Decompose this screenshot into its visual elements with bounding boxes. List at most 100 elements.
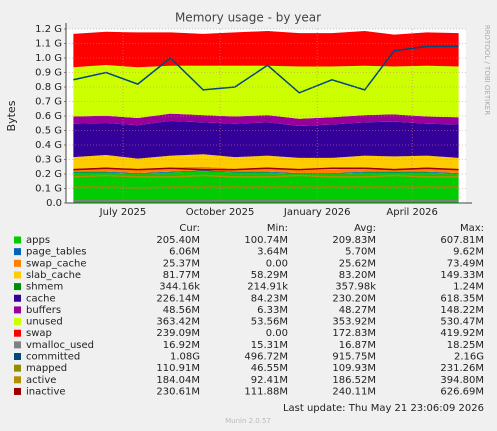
stats-header: Avg:: [354, 223, 376, 234]
legend-stat: 230.20M: [332, 293, 376, 304]
legend-swatch: [14, 387, 21, 395]
legend-stat: 25.37M: [163, 258, 200, 269]
legend-stat: 1.08G: [170, 352, 200, 363]
legend-stat: 48.56M: [163, 305, 200, 316]
legend-stat: 100.74M: [244, 235, 288, 246]
y-tick-label: 0.6 G: [35, 111, 62, 122]
legend-stat: 81.77M: [163, 270, 200, 281]
legend-stat: 1.24M: [453, 282, 484, 293]
legend-stat: 46.55M: [251, 363, 288, 374]
y-tick-label: 0.3 G: [35, 155, 62, 166]
legend-stat: 186.52M: [332, 375, 376, 386]
legend-stat: 239.09M: [156, 328, 200, 339]
y-tick-label: 0.8 G: [35, 82, 62, 93]
y-tick-label: 1.1 G: [35, 39, 62, 50]
legend-stat: 149.33M: [440, 270, 484, 281]
legend-label: page_tables: [26, 247, 87, 258]
legend-swatch: [14, 364, 21, 372]
legend-stat: 5.70M: [345, 247, 376, 258]
legend-stat: 110.91M: [156, 363, 200, 374]
chart-title: Memory usage - by year: [175, 11, 321, 25]
legend-swatch: [14, 341, 21, 349]
legend-label: unused: [26, 317, 63, 328]
legend-stat: 16.92M: [163, 340, 200, 351]
legend-stat: 111.88M: [244, 386, 288, 397]
y-axis-label: Bytes: [5, 100, 18, 131]
legend-swatch: [14, 271, 21, 279]
legend-label: cache: [26, 293, 56, 304]
x-tick-label: October 2025: [186, 207, 255, 218]
legend-stat: 0.00: [266, 328, 288, 339]
legend-stat: 363.42M: [156, 317, 200, 328]
legend-stat: 226.14M: [156, 293, 200, 304]
legend-swatch: [14, 294, 21, 302]
legend-swatch: [14, 236, 21, 244]
x-tick-label: April 2026: [386, 207, 437, 218]
y-tick-label: 1.0 G: [35, 53, 62, 64]
legend-stat: 394.80M: [440, 375, 484, 386]
y-tick-label: 0.1 G: [35, 184, 62, 195]
legend-stat: 6.33M: [257, 305, 288, 316]
legend-stat: 231.26M: [440, 363, 484, 374]
area: [73, 170, 459, 174]
legend-label: active: [26, 375, 56, 386]
legend-stat: 626.69M: [440, 386, 484, 397]
legend-stat: 2.16G: [454, 352, 484, 363]
legend-swatch: [14, 318, 21, 326]
legend-stat: 172.83M: [332, 328, 376, 339]
legend-stat: 9.62M: [453, 247, 484, 258]
legend-swatch: [14, 353, 21, 360]
legend-stat: 230.61M: [156, 386, 200, 397]
legend-stat: 184.04M: [156, 375, 200, 386]
legend-label: swap_cache: [26, 258, 86, 269]
area: [73, 120, 459, 159]
legend-stat: 607.81M: [440, 235, 484, 246]
legend-label: shmem: [26, 282, 63, 293]
y-tick-label: 0.0: [46, 198, 62, 209]
legend-stat: 148.22M: [440, 305, 484, 316]
area: [73, 113, 459, 126]
legend-label: swap: [26, 328, 52, 339]
legend-stat: 6.06M: [169, 247, 200, 258]
legend-stat: 92.41M: [251, 375, 288, 386]
legend-stat: 353.92M: [332, 317, 376, 328]
legend-stat: 16.87M: [339, 340, 376, 351]
line: [73, 186, 459, 189]
area: [73, 30, 459, 68]
legend-stat: 618.35M: [440, 293, 484, 304]
legend-swatch: [14, 283, 21, 291]
line: [73, 167, 459, 171]
legend-stat: 530.47M: [440, 317, 484, 328]
legend-swatch: [14, 306, 21, 314]
legend-label: slab_cache: [26, 270, 81, 281]
area: [73, 65, 459, 119]
y-tick-label: 1.2 G: [35, 24, 62, 35]
legend-swatch: [14, 376, 21, 384]
legend-stat: 419.92M: [440, 328, 484, 339]
stats-header: Max:: [460, 223, 484, 234]
legend-label: vmalloc_used: [26, 340, 94, 351]
legend-stat: 18.25M: [447, 340, 484, 351]
stats-header: Cur:: [179, 223, 200, 234]
stats-header: Min:: [267, 223, 288, 234]
legend-stat: 915.75M: [332, 352, 376, 363]
line: [73, 174, 459, 178]
legend-stat: 58.29M: [251, 270, 288, 281]
legend-stat: 48.27M: [339, 305, 376, 316]
last-update: Last update: Thu May 21 23:06:09 2026: [283, 403, 484, 414]
legend-stat: 15.31M: [251, 340, 288, 351]
legend-stat: 214.91k: [247, 282, 288, 293]
x-tick-label: July 2025: [99, 207, 147, 218]
legend-swatch: [14, 259, 21, 267]
legend-label: inactive: [26, 386, 66, 397]
legend-stat: 84.23M: [251, 293, 288, 304]
legend-stat: 344.16k: [159, 282, 200, 293]
legend-stat: 53.56M: [251, 317, 288, 328]
y-tick-label: 0.9 G: [35, 68, 62, 79]
legend-stat: 0.00: [266, 258, 288, 269]
side-label: RRDTOOL / TOBI OETIKER: [483, 25, 491, 115]
line: [73, 45, 459, 94]
legend-stat: 240.11M: [332, 386, 376, 397]
y-tick-label: 0.2 G: [35, 169, 62, 180]
